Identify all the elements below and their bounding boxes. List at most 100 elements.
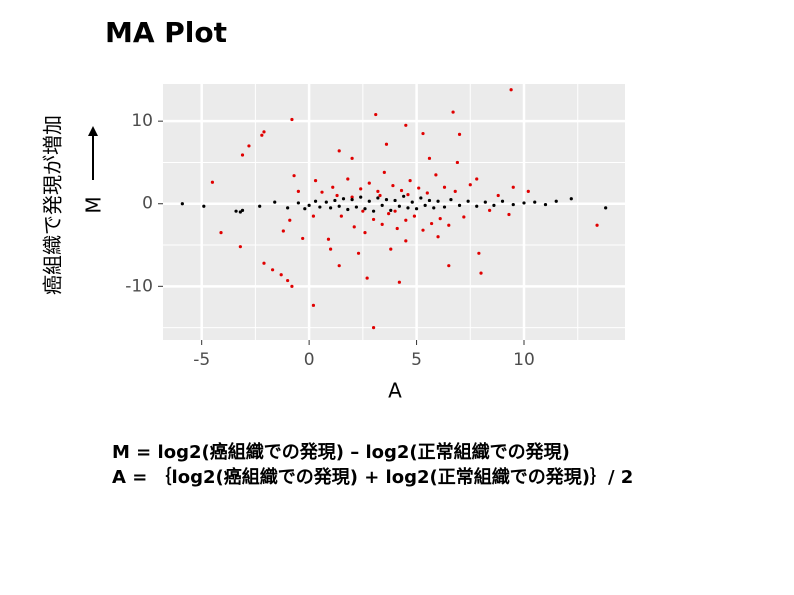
point xyxy=(350,156,354,160)
point xyxy=(290,117,294,122)
point xyxy=(361,209,365,213)
point xyxy=(296,189,300,193)
point xyxy=(492,203,496,207)
point xyxy=(258,204,262,208)
point xyxy=(335,193,339,198)
point xyxy=(367,181,371,185)
point xyxy=(240,153,245,157)
point xyxy=(326,237,331,241)
point xyxy=(313,179,318,183)
point xyxy=(393,198,397,203)
point xyxy=(286,206,290,210)
point xyxy=(604,206,608,210)
point xyxy=(279,273,283,277)
point xyxy=(430,221,434,226)
x-tick-label: 5 xyxy=(411,350,422,370)
point xyxy=(447,264,451,268)
point xyxy=(311,303,316,307)
point xyxy=(240,208,245,212)
point xyxy=(270,268,275,272)
point xyxy=(365,276,369,280)
y-tick-label: 10 xyxy=(131,111,153,131)
point xyxy=(238,245,242,249)
point xyxy=(367,199,371,203)
point xyxy=(320,190,324,194)
point xyxy=(406,193,410,197)
point xyxy=(595,223,599,227)
point xyxy=(180,202,184,206)
point xyxy=(436,199,440,203)
point xyxy=(457,203,462,207)
point xyxy=(462,215,466,219)
x-tick-label: 0 xyxy=(304,350,315,370)
point xyxy=(421,131,425,136)
point xyxy=(374,112,378,117)
point xyxy=(329,206,333,210)
y-arrow xyxy=(88,126,98,180)
point xyxy=(337,204,341,208)
point xyxy=(522,201,526,205)
note-a: A = ｛log2(癌組織での発現) + log2(正常組織での発現)｝/ 2 xyxy=(112,467,634,488)
point xyxy=(384,198,389,202)
point xyxy=(378,193,382,198)
chart: MA Plot A M 癌組織で発現が増加 -5 0 5 10 -10 0 10 xyxy=(41,16,625,403)
point xyxy=(363,231,367,235)
point xyxy=(346,177,350,181)
point xyxy=(380,203,384,207)
y-axis-note: 癌組織で発現が増加 xyxy=(41,115,65,295)
point xyxy=(301,236,305,241)
point xyxy=(281,229,285,233)
point xyxy=(382,170,386,174)
point xyxy=(290,284,294,288)
point xyxy=(273,200,277,204)
point xyxy=(395,226,399,231)
point xyxy=(507,212,511,217)
point xyxy=(376,189,380,193)
point xyxy=(202,204,206,208)
point xyxy=(354,205,358,209)
point xyxy=(451,110,455,114)
point xyxy=(455,160,459,165)
point xyxy=(414,207,419,211)
point xyxy=(210,180,215,184)
point xyxy=(483,200,487,204)
point xyxy=(389,247,393,251)
point xyxy=(234,209,238,213)
point xyxy=(387,212,391,216)
note-m: M = log2(癌組織での発現) – log2(正常組織での発現) xyxy=(112,442,570,463)
point xyxy=(380,222,384,226)
point xyxy=(397,204,401,208)
arrow-head xyxy=(88,126,98,136)
point xyxy=(371,326,376,330)
point xyxy=(421,228,425,232)
point xyxy=(488,208,492,212)
point xyxy=(442,185,447,189)
point xyxy=(393,209,397,213)
point xyxy=(262,130,266,134)
point xyxy=(384,142,389,146)
point xyxy=(427,198,432,203)
point xyxy=(509,88,513,92)
y-tick-label: 0 xyxy=(142,194,153,214)
y-tick-label: -10 xyxy=(125,276,153,296)
notes: M = log2(癌組織での発現) – log2(正常組織での発現) A = ｛… xyxy=(112,440,772,490)
point xyxy=(438,217,442,221)
point xyxy=(511,202,515,207)
point xyxy=(468,183,472,187)
point xyxy=(397,280,401,284)
point xyxy=(417,186,421,190)
point xyxy=(500,199,505,203)
point xyxy=(479,271,483,275)
point xyxy=(346,207,350,212)
point xyxy=(262,261,266,265)
point xyxy=(356,251,361,255)
point xyxy=(425,191,429,195)
x-tick-label: -5 xyxy=(193,350,210,370)
point xyxy=(296,201,300,205)
point xyxy=(432,206,436,210)
point xyxy=(399,188,404,193)
point xyxy=(389,208,393,212)
x-axis-label: A xyxy=(388,379,402,403)
point xyxy=(466,199,470,203)
